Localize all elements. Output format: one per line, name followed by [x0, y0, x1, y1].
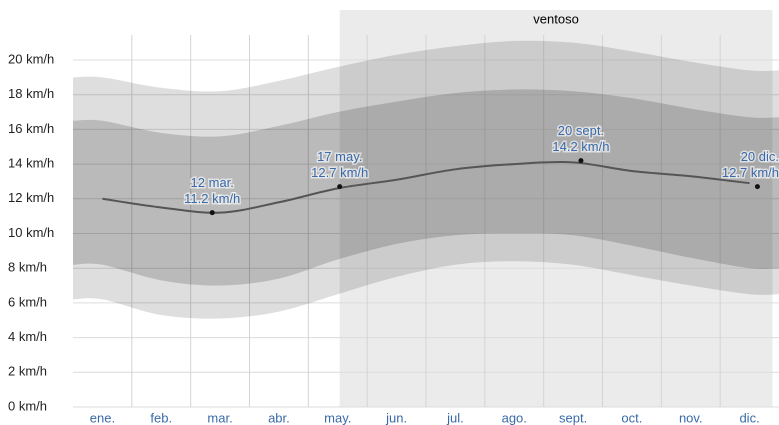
x-tick-label: mar. — [207, 410, 232, 425]
y-tick-label: 2 km/h — [8, 364, 47, 379]
x-tick-label: sept. — [559, 410, 587, 425]
x-tick-label: dic. — [739, 410, 759, 425]
y-tick-label: 16 km/h — [8, 121, 54, 136]
annotation-date: 12 mar. — [191, 175, 234, 190]
x-tick-label: may. — [324, 410, 351, 425]
annotation-value: 14.2 km/h — [552, 139, 609, 154]
annotation-value: 12.7 km/h — [722, 165, 779, 180]
annotation-date: 20 dic. — [741, 149, 779, 164]
x-tick-label: feb. — [150, 410, 172, 425]
percentile-band — [73, 89, 779, 286]
y-tick-label: 18 km/h — [8, 86, 54, 101]
season-label: ventoso — [533, 11, 579, 26]
y-tick-label: 0 km/h — [8, 398, 47, 413]
y-tick-label: 10 km/h — [8, 225, 54, 240]
x-tick-label: ene. — [90, 410, 115, 425]
annotation-dot — [578, 158, 584, 164]
x-tick-label: abr. — [268, 410, 290, 425]
season-region — [339, 10, 773, 407]
annotation-dot — [337, 184, 343, 190]
annotation-dot — [209, 210, 215, 216]
x-tick-label: nov. — [679, 410, 703, 425]
y-tick-label: 12 km/h — [8, 190, 54, 205]
y-tick-label: 14 km/h — [8, 156, 54, 171]
annotation-value: 12.7 km/h — [311, 165, 368, 180]
annotation-date: 17 may. — [317, 149, 362, 164]
y-tick-label: 4 km/h — [8, 329, 47, 344]
x-tick-label: ago. — [502, 410, 527, 425]
y-tick-label: 8 km/h — [8, 260, 47, 275]
x-tick-label: jul. — [446, 410, 464, 425]
annotation-value: 11.2 km/h — [184, 191, 240, 206]
annotation-dot — [754, 184, 760, 190]
y-tick-label: 20 km/h — [8, 51, 54, 66]
y-tick-label: 6 km/h — [8, 294, 47, 309]
average-line — [102, 160, 750, 214]
x-tick-label: jun. — [385, 410, 407, 425]
annotation-date: 20 sept. — [558, 123, 604, 138]
percentile-band — [73, 40, 779, 319]
x-tick-label: oct. — [621, 410, 642, 425]
